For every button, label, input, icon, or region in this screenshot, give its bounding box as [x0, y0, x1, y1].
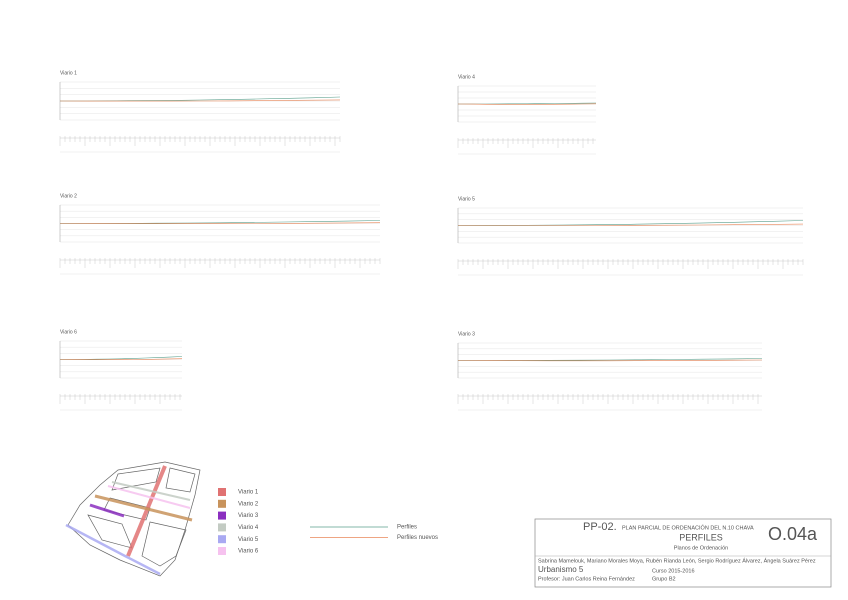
site-outline	[67, 461, 201, 577]
legend-label: Viario 1	[238, 490, 259, 496]
sheet-number: O.04a	[768, 524, 818, 544]
profile-line-new	[59, 99, 341, 102]
legend-swatch	[218, 499, 226, 508]
legend-label: Viario 4	[238, 525, 259, 531]
site-map	[67, 461, 201, 577]
legend-label: Perfiles nuevos	[397, 535, 438, 541]
year: Curso 2015-2016	[652, 568, 695, 574]
profile-line-new	[59, 222, 381, 224]
block	[111, 467, 161, 491]
panel-title: Viario 5	[458, 196, 475, 202]
legend: Viario 1 Viario 2 Viario 3 Viario 4 Viario 5…	[218, 488, 259, 555]
legend-swatch	[218, 511, 226, 520]
profile-panel: Viario 1	[59, 70, 341, 153]
profile-panel: Viario 6	[59, 329, 183, 411]
map-streets	[65, 465, 193, 576]
subtitle: Planos de Ordenación	[674, 545, 728, 551]
professor: Profesor: Juan Carlos Reina Fernández	[538, 576, 635, 582]
legend-label: Perfiles	[397, 525, 417, 531]
street	[107, 485, 191, 509]
panel-title: Viario 2	[60, 193, 77, 199]
street	[65, 523, 161, 576]
profile-panel: Viario 3	[457, 331, 763, 411]
legend-swatch	[218, 547, 226, 555]
block	[141, 521, 187, 567]
course: Urbanismo 5	[538, 565, 584, 574]
title-block: PP-02. PLAN PARCIAL DE ORDENACIÓN DEL N.…	[534, 518, 832, 588]
panel-title: Viario 6	[60, 329, 77, 335]
title-frame	[534, 518, 832, 588]
plan-name: PLAN PARCIAL DE ORDENACIÓN DEL N.10 CHAV…	[622, 524, 754, 531]
profile-panel: Viario 4	[457, 74, 597, 155]
legend-swatch	[218, 523, 226, 532]
panel-title: Viario 4	[458, 74, 475, 80]
street	[94, 494, 193, 522]
legend-label: Viario 5	[238, 537, 259, 543]
street	[89, 503, 125, 518]
profile-line-new	[59, 358, 183, 361]
street	[111, 481, 191, 501]
legend-label: Viario 6	[238, 549, 259, 555]
profile-line-new	[458, 223, 804, 226]
profile-line-new	[457, 359, 763, 362]
block	[103, 497, 151, 521]
authors: Sabrina Mamelouk, Mariano Morales Moya, …	[538, 557, 816, 564]
line-legend: Perfiles Perfiles nuevos	[310, 525, 438, 541]
profile-panel: Viario 5	[457, 196, 804, 276]
sheet-title: PERFILES	[679, 532, 723, 542]
block	[165, 467, 196, 493]
legend-label: Viario 3	[238, 513, 259, 519]
code: PP-02.	[583, 521, 617, 533]
legend-swatch	[218, 535, 226, 544]
panel-title: Viario 3	[458, 331, 475, 337]
group: Grupo B2	[652, 576, 676, 582]
panel-title: Viario 1	[60, 70, 77, 76]
profile-line-new	[457, 103, 597, 105]
profile-panels: Viario 1 Viario 4 Viario 2 Viario 5 Viario 6…	[59, 70, 804, 411]
profile-panel: Viario 2	[59, 193, 381, 275]
legend-label: Viario 2	[238, 501, 259, 507]
street	[126, 465, 167, 557]
legend-swatch	[218, 488, 226, 496]
